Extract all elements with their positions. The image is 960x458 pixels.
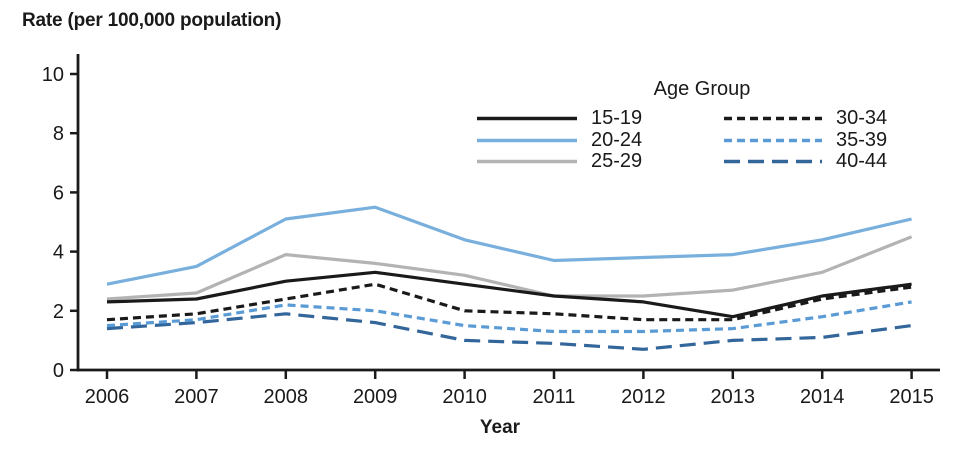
legend: Age Group 15-19 20-24 25-29 [476,78,928,173]
x-tick-label: 2014 [800,386,845,408]
series-line-15-19 [106,270,912,319]
legend-label: 20-24 [591,128,643,151]
legend-item-35-39: 35-39 [723,128,888,152]
legend-item-20-24: 20-24 [476,128,723,152]
y-tick-label: 8 [53,123,64,145]
y-tick-label: 0 [53,360,64,382]
legend-item-30-34: 30-34 [723,107,888,130]
x-tick-label: 2013 [711,386,756,408]
x-tick-label: 2009 [353,386,398,408]
x-axis-title: Year [479,417,521,438]
x-tick-label: 2006 [85,386,130,408]
series-line-40-44 [106,312,912,351]
legend-item-25-29: 25-29 [476,150,723,173]
x-tick-label: 2008 [264,386,309,408]
series-line-30-34 [106,282,912,322]
x-tick-label: 2012 [621,386,666,408]
series-line-25-29 [106,235,913,301]
series-line-20-24 [106,205,912,286]
y-tick-label: 6 [53,182,64,204]
legend-label: 40-44 [836,150,888,173]
legend-label: 35-39 [836,128,888,151]
legend-line-15-19 [477,117,577,121]
legend-line-20-24 [477,138,577,142]
x-tick-label: 2007 [174,386,219,408]
legend-label: 30-34 [836,107,888,130]
legend-item-15-19: 15-19 [476,107,723,130]
y-tick-label: 2 [53,301,64,323]
y-tick-label: 4 [53,242,64,264]
chart-title: Rate (per 100,000 population) [22,10,282,31]
y-tick-label: 10 [42,64,64,86]
legend-label: 25-29 [591,150,643,173]
legend-label: 15-19 [591,107,643,130]
x-tick-label: 2015 [889,386,934,408]
x-tick-label: 2010 [442,386,487,408]
legend-item-40-44: 40-44 [723,150,888,173]
series-line-35-39 [106,300,912,334]
legend-line-30-34 [724,117,822,121]
legend-line-35-39 [724,138,822,142]
legend-title: Age Group [653,78,751,100]
legend-line-40-44 [724,160,822,164]
legend-line-25-29 [477,160,577,164]
x-tick-label: 2011 [532,386,575,408]
